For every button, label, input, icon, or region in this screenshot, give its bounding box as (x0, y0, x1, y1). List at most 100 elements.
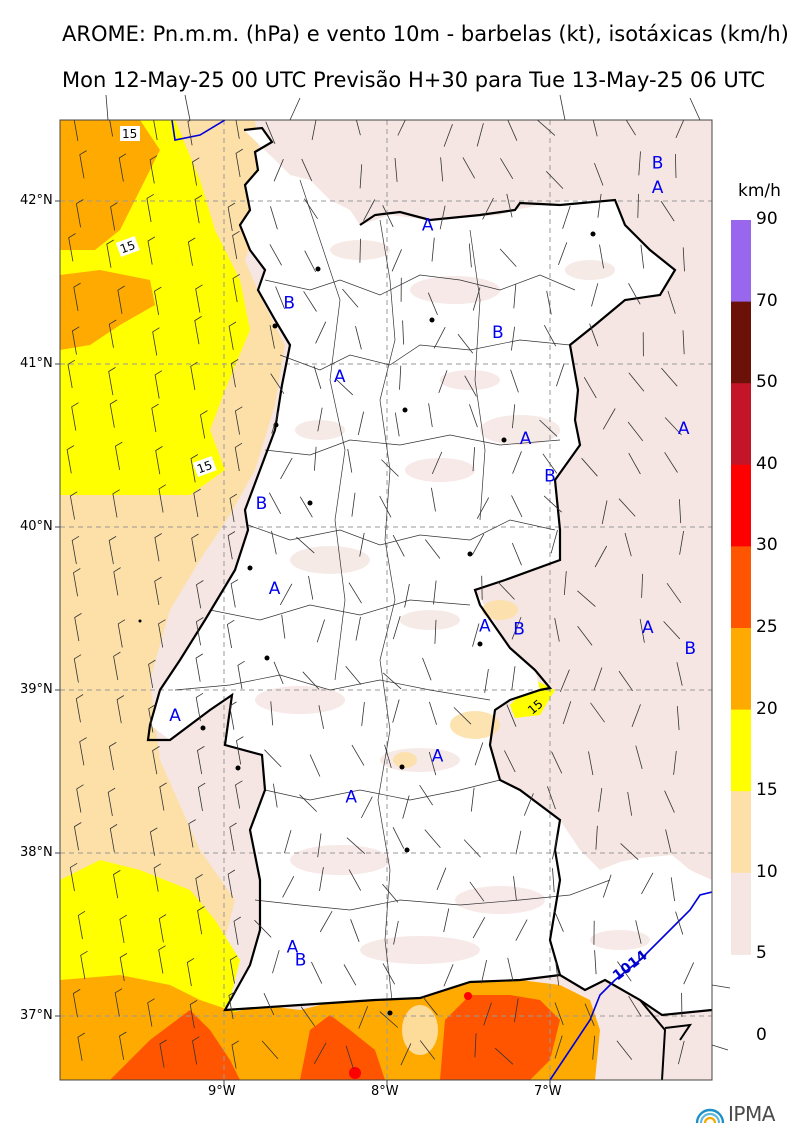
wind-barb (195, 692, 204, 722)
wind-barb (431, 237, 435, 262)
wind-barb (114, 441, 123, 470)
wind-barb (660, 200, 675, 222)
wind-barb (379, 1011, 399, 1028)
wind-barb (186, 957, 195, 987)
wind-barb (116, 695, 125, 724)
wind-barb (235, 120, 240, 139)
wind-barb (228, 321, 237, 350)
wind-barb (618, 670, 634, 692)
wind-barb (273, 783, 278, 808)
wind-barb (641, 573, 643, 598)
wind-barb (313, 365, 322, 390)
isotach-label: 15 (195, 458, 214, 476)
wind-barb (462, 157, 476, 179)
colorbar-segment (731, 546, 751, 629)
pressure-marker-high: A (652, 178, 664, 198)
wind-barb (155, 446, 163, 475)
colorbar-tick-label: 50 (756, 372, 778, 393)
wind-barb (494, 1047, 514, 1065)
wind-barb (188, 819, 196, 848)
wind-barb (602, 874, 612, 898)
wind-barb (513, 876, 517, 901)
wind-barb (190, 454, 199, 483)
pressure-marker-high: A (678, 419, 690, 439)
ipma-logo-text: IPMA (728, 1102, 775, 1126)
wind-barb (554, 617, 560, 642)
wind-barb (627, 421, 644, 442)
colorbar-segment (731, 464, 751, 547)
wind-barb (628, 452, 641, 475)
colorbar-tick-label: 5 (756, 943, 767, 964)
map-subtitle: Mon 12-May-25 00 UTC Previsão H+30 para … (62, 68, 766, 92)
wind-barb (676, 706, 680, 731)
pressure-marker-low: B (256, 494, 268, 514)
wind-barb (319, 911, 333, 933)
wind-barb (512, 404, 516, 429)
wind-barb (71, 402, 79, 431)
wind-barb (232, 273, 241, 303)
wind-barb (149, 827, 158, 856)
wind-barb (236, 736, 244, 765)
wind-barb (73, 282, 81, 311)
lat-label-42: 42°N (20, 193, 53, 208)
wind-barb (107, 787, 116, 816)
wind-barb (345, 1045, 354, 1069)
wind-barb (271, 410, 280, 434)
wind-barb (384, 744, 392, 768)
wind-barb (483, 1002, 492, 1026)
wind-barb (268, 492, 282, 514)
wind-barb (197, 782, 206, 811)
wind-barb (400, 1043, 412, 1066)
pressure-marker-high: A (642, 618, 654, 638)
wind-barb (594, 162, 604, 186)
wind-barb (457, 334, 474, 354)
wind-barb (592, 120, 598, 137)
wind-barb (472, 623, 480, 647)
wind-barb (484, 669, 489, 693)
colorbar-segment (731, 628, 751, 711)
wind-barb (299, 794, 317, 812)
wind-barb (382, 963, 396, 985)
wind-barb (108, 367, 116, 396)
wind-barb (469, 881, 485, 902)
wind-barb (154, 533, 162, 562)
wind-barb (361, 702, 365, 726)
wind-barb (397, 120, 406, 136)
wind-barb (595, 825, 598, 850)
wind-barb (335, 378, 354, 396)
wind-barb (149, 155, 158, 184)
wind-barb (664, 790, 675, 813)
wind-barb (73, 654, 82, 683)
wind-barb (158, 914, 167, 943)
wind-barb (663, 621, 681, 640)
wind-barb (592, 1035, 596, 1060)
wind-barb (453, 707, 472, 725)
wind-barb (110, 202, 118, 231)
wind-barb (153, 863, 162, 892)
wind-barb (73, 822, 82, 851)
wind-barb (309, 754, 321, 777)
wind-barb (504, 750, 516, 773)
wind-barb (552, 868, 555, 893)
wind-barb (419, 784, 434, 806)
wind-barb (675, 911, 684, 935)
wind-barb (109, 824, 118, 853)
wind-barb (80, 950, 88, 980)
map-frame-border (59, 119, 713, 1081)
wind-barb (196, 580, 204, 609)
wind-barb (284, 829, 292, 854)
coastline-border (146, 126, 712, 1017)
wind-barb (273, 159, 284, 182)
wind-barb (392, 534, 405, 557)
wind-barb (270, 373, 285, 394)
wind-barb (511, 495, 523, 518)
wind-barb (382, 205, 394, 228)
wind-barb (514, 998, 519, 1023)
district-borders (174, 179, 611, 1001)
wind-barb (195, 617, 204, 646)
wind-barb (357, 411, 364, 436)
wind-barb (227, 202, 236, 231)
wind-barb (670, 877, 675, 902)
wind-barb (554, 1035, 563, 1059)
colorbar-tick-label: 15 (756, 780, 778, 801)
